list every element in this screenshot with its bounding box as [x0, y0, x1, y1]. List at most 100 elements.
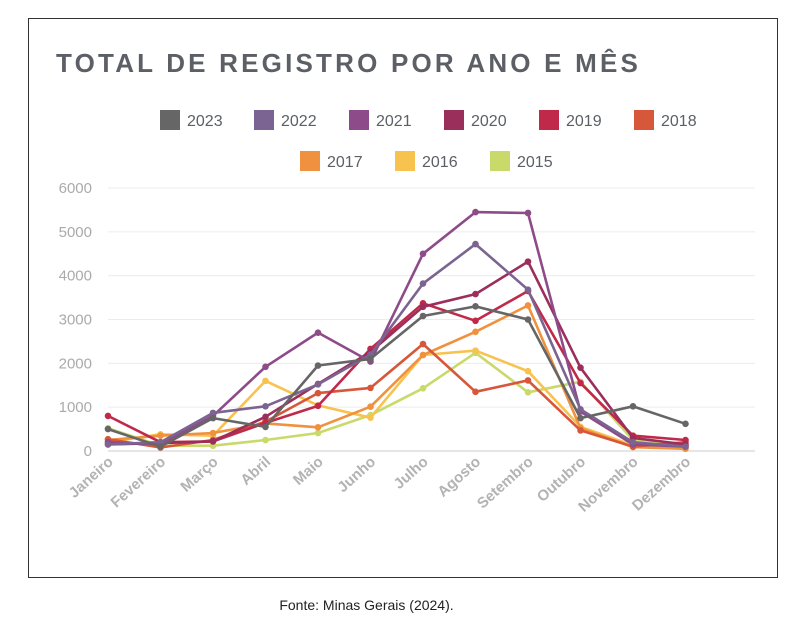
x-tick-label-setembro: Setembro	[474, 453, 537, 512]
chart-frame	[28, 18, 778, 578]
data-point	[419, 250, 427, 258]
data-point	[314, 402, 322, 410]
data-point	[104, 425, 112, 433]
legend-swatch	[539, 110, 559, 130]
data-point	[629, 402, 637, 410]
data-point	[314, 424, 322, 431]
y-tick-label: 3000	[59, 312, 92, 329]
series-2023	[104, 303, 689, 450]
data-point	[472, 388, 479, 396]
legend-swatch	[490, 151, 510, 171]
data-point	[314, 429, 322, 437]
legend-swatch	[254, 110, 274, 130]
series-line	[106, 349, 687, 450]
data-point	[524, 377, 532, 384]
data-point	[472, 208, 479, 216]
legend-label: 2017	[327, 154, 363, 171]
data-point	[314, 381, 322, 388]
data-point	[209, 429, 217, 437]
data-point	[419, 303, 427, 311]
data-point	[524, 258, 532, 265]
x-tick-label-agosto: Agosto	[434, 453, 484, 500]
legend-item-2016: 2016	[395, 151, 458, 171]
data-point	[367, 414, 374, 421]
legend-swatch	[349, 110, 369, 130]
legend-swatch	[160, 110, 180, 130]
x-tick-label-junho: Junho	[334, 453, 379, 496]
series-line	[106, 305, 687, 448]
data-point	[682, 443, 689, 450]
data-point	[472, 347, 479, 354]
y-tick-label: 5000	[59, 224, 92, 241]
data-point	[472, 328, 479, 336]
y-tick-label: 0	[84, 443, 92, 460]
data-point	[262, 423, 269, 431]
x-tick-label-abril: Abril	[237, 453, 274, 488]
legend-swatch	[300, 151, 320, 171]
legend-item-2021: 2021	[349, 110, 412, 130]
data-point	[577, 414, 584, 422]
y-tick-label: 1000	[59, 399, 92, 416]
data-point	[314, 389, 322, 397]
series-2022	[104, 240, 689, 450]
data-point	[209, 409, 217, 417]
data-point	[419, 312, 427, 320]
data-point	[262, 402, 269, 410]
data-point	[472, 290, 479, 298]
data-point	[524, 209, 532, 217]
data-point	[524, 302, 532, 309]
series-2020	[104, 258, 689, 448]
legend-item-2018: 2018	[634, 110, 697, 130]
legend-swatch	[395, 151, 415, 171]
data-point	[104, 441, 112, 448]
data-point	[524, 388, 532, 396]
data-point	[524, 286, 532, 293]
legend-label: 2022	[281, 113, 317, 130]
data-point	[209, 414, 217, 422]
data-point	[419, 385, 427, 392]
data-point	[262, 413, 269, 421]
chart-title: TOTAL DE REGISTRO POR ANO E MÊS	[56, 48, 641, 78]
x-tick-label-marco: Março	[177, 453, 221, 495]
legend-swatch	[444, 110, 464, 130]
data-point	[682, 420, 689, 428]
data-point	[472, 303, 479, 310]
data-point	[367, 355, 374, 363]
data-point	[419, 340, 427, 348]
data-point	[367, 384, 374, 392]
y-tick-label: 2000	[59, 355, 92, 372]
data-point	[419, 280, 427, 287]
legend-item-2023: 2023	[160, 110, 223, 130]
data-point	[157, 432, 164, 439]
data-point	[209, 438, 217, 445]
legend: 2023 2022 2021 2020 2019 2018 2017 2016 2015	[160, 110, 697, 171]
legend-label: 2016	[422, 154, 458, 171]
data-point	[262, 436, 269, 444]
legend-label: 2023	[187, 113, 223, 130]
series-line	[106, 260, 687, 446]
y-tick-label: 4000	[59, 268, 92, 285]
x-tick-label-dezembro: Dezembro	[629, 453, 694, 514]
x-tick-label-janeiro: Janeiro	[66, 453, 117, 501]
data-point	[577, 427, 584, 434]
x-tick-label-maio: Maio	[290, 453, 327, 488]
data-point	[577, 364, 584, 372]
legend-label: 2015	[517, 154, 553, 171]
data-point	[419, 351, 427, 359]
legend-item-2019: 2019	[539, 110, 602, 130]
source-note: Fonte: Minas Gerais (2024).	[279, 597, 454, 613]
y-axis: 0 1000 2000 3000 4000 5000 6000	[59, 180, 92, 460]
legend-item-2020: 2020	[444, 110, 507, 130]
legend-item-2015: 2015	[490, 151, 553, 171]
data-point	[104, 412, 112, 420]
data-point	[472, 317, 479, 325]
legend-item-2022: 2022	[254, 110, 317, 130]
legend-label: 2018	[661, 113, 697, 130]
legend-label: 2021	[376, 113, 412, 130]
data-point	[524, 316, 532, 323]
data-point	[314, 362, 322, 369]
data-point	[524, 367, 532, 375]
data-point	[262, 363, 269, 371]
